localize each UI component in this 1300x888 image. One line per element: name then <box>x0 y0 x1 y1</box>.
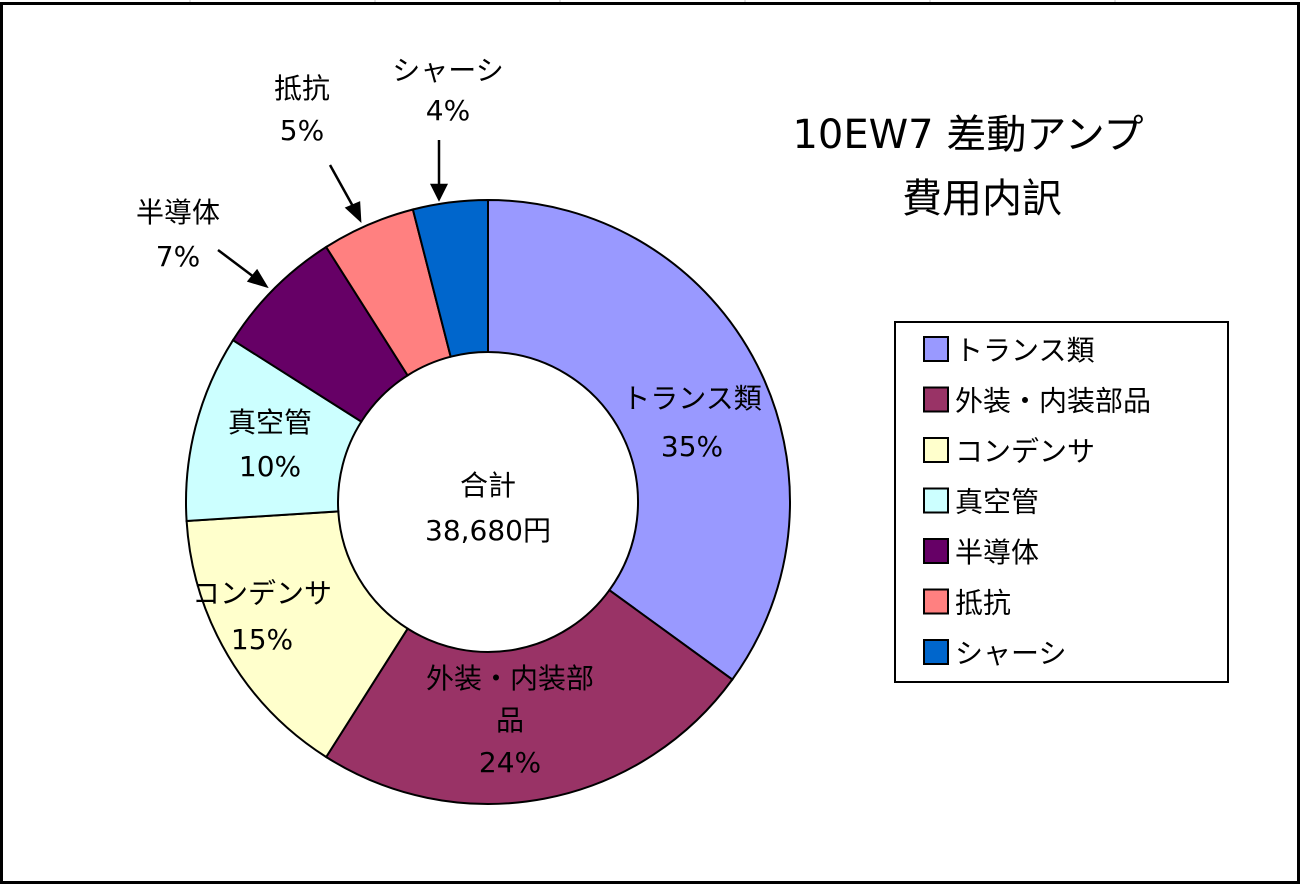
slice-label-chassis-name: シャーシ <box>392 54 503 87</box>
legend-swatch-capacitors <box>923 437 949 463</box>
slice-label-resistors-name: 抵抗 <box>274 72 330 105</box>
slice-label-vacuum-tubes-name: 真空管 <box>228 406 312 439</box>
slice-label-resistors-percent: 5% <box>280 114 324 147</box>
legend-label-capacitors: コンデンサ <box>955 435 1095 468</box>
legend-box <box>894 321 1229 683</box>
leader-arrow-resistor <box>328 164 362 224</box>
center-label: 合計 <box>460 469 516 502</box>
legend-swatch-vacuum-tubes <box>923 487 949 514</box>
legend-swatch-transformers <box>923 336 949 362</box>
slice-case-parts <box>324 588 734 805</box>
slice-labels-group: トランス類 35% 外装・内装部品 24% コンデンサ 15% 真空管 10% 半導体 7% 抵抗 5… <box>136 54 762 779</box>
slice-capacitors <box>185 510 410 759</box>
legend-label-semiconductors: 半導体 <box>955 536 1039 569</box>
chart-title-line-2: 費用内訳 <box>902 176 1062 222</box>
legend-swatch-case-parts <box>923 386 949 413</box>
chart-title-line-1: 10EW7 差動アンプ <box>792 112 1143 158</box>
slice-transformers <box>487 198 791 681</box>
slice-label-semiconductors-name: 半導体 <box>136 196 220 229</box>
leader-arrows <box>217 140 449 289</box>
slice-label-chassis-percent: 4% <box>426 94 470 127</box>
slice-chassis <box>411 198 489 358</box>
legend-swatch-semiconductors <box>923 538 949 564</box>
legend-label-transformers: トランス類 <box>955 334 1094 367</box>
slice-label-transformers-name: トランス類 <box>622 382 761 415</box>
leader-arrow-chassis <box>429 140 449 202</box>
slice-label-capacitors-percent: 15% <box>231 623 293 656</box>
slice-label-case-parts-percent: 24% <box>479 746 541 779</box>
legend-label-vacuum-tubes: 真空管 <box>955 486 1039 519</box>
slice-label-semiconductors-percent: 7% <box>156 240 200 273</box>
leader-arrow-semiconductor <box>217 249 269 289</box>
legend-swatch-chassis <box>923 639 949 665</box>
legend-label-chassis: シャーシ <box>955 637 1066 670</box>
slice-label-transformers-percent: 35% <box>661 430 723 463</box>
slice-label-vacuum-tubes-percent: 10% <box>239 450 301 483</box>
slice-label-case-parts-name: 外装・内装部 <box>426 662 594 695</box>
center-value: 38,680円 <box>425 514 551 547</box>
slice-label-capacitors-name: コンデンサ <box>192 577 332 610</box>
slice-label-case-parts-name: 品 <box>496 704 524 737</box>
legend-label-case-parts: 外装・内装部品 <box>955 385 1151 418</box>
slices-group <box>185 198 791 805</box>
legend-swatch-resistors <box>923 588 949 615</box>
legend-label-resistors: 抵抗 <box>955 587 1011 620</box>
